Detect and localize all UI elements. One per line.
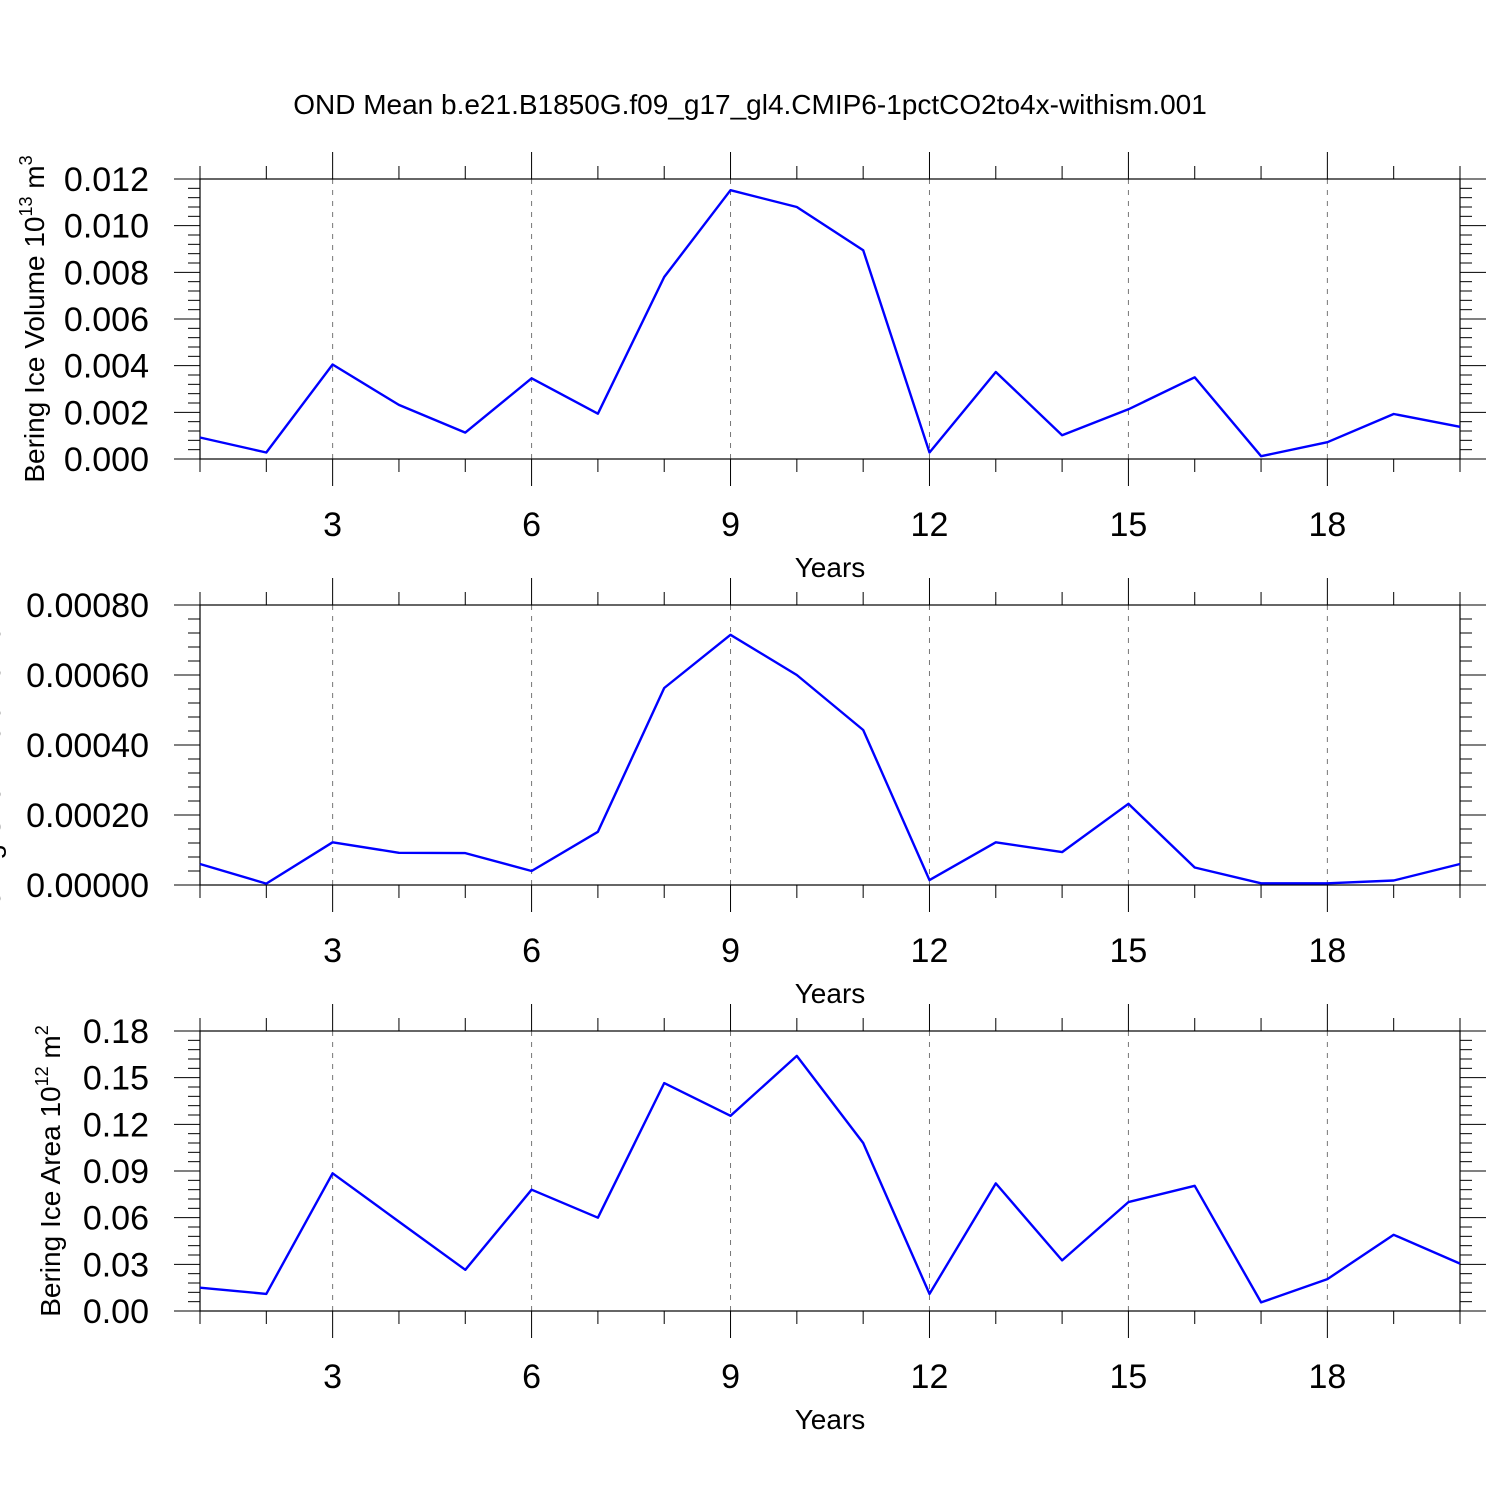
x-axis-label: Years xyxy=(795,978,866,1009)
y-tick-label: 0.012 xyxy=(64,161,149,199)
y-tick-label: 0.00 xyxy=(83,1293,149,1331)
x-tick-label: 15 xyxy=(1110,932,1148,970)
x-tick-label: 15 xyxy=(1110,506,1148,544)
y-tick-label: 0.00020 xyxy=(26,797,149,835)
x-tick-label: 18 xyxy=(1308,1358,1346,1396)
figure-title: OND Mean b.e21.B1850G.f09_g17_gl4.CMIP6-… xyxy=(293,89,1207,120)
y-tick-label: 0.18 xyxy=(83,1013,149,1051)
y-tick-label: 0.006 xyxy=(64,301,149,339)
panels: 3 6 9 12 15 180.0000.0020.0040.0060.0080.0100… xyxy=(0,152,1486,1435)
y-tick-label: 0.000 xyxy=(64,441,149,479)
y-tick-label: 0.00080 xyxy=(26,587,149,625)
x-tick-label: 6 xyxy=(522,1358,541,1396)
y-tick-label: 0.06 xyxy=(83,1200,149,1238)
x-tick-label: 3 xyxy=(323,932,342,970)
data-line xyxy=(199,633,1461,885)
x-tick-label: 18 xyxy=(1308,932,1346,970)
y-tick-label: 0.002 xyxy=(64,394,149,432)
x-tick-label: 12 xyxy=(911,506,949,544)
x-tick-label: 6 xyxy=(522,506,541,544)
plot-frame xyxy=(199,1030,1461,1312)
x-tick-label: 3 xyxy=(323,506,342,544)
chart-panel-3: 3 6 9 12 15 18 0.00 0.03 0.06 0.09 0.12 0.15 0.18 Yea… xyxy=(32,1004,1486,1435)
y-tick-label: 0.03 xyxy=(83,1246,149,1284)
y-tick-label: 0.004 xyxy=(64,348,149,386)
y-tick-label: 0.00060 xyxy=(26,657,149,695)
y-tick-label: 0.010 xyxy=(64,208,149,246)
y-tick-label: 0.00000 xyxy=(26,867,149,905)
x-tick-label: 9 xyxy=(721,1358,740,1396)
chart-panel-2: 3 6 9 12 15 18 0.00000 0.00020 0.00040 0.00060 0.0… xyxy=(0,565,1486,1009)
x-tick-label: 15 xyxy=(1110,1358,1148,1396)
y-axis-label: Bering Ice Area 1012 m2 xyxy=(32,1025,66,1317)
x-tick-label: 12 xyxy=(911,932,949,970)
x-tick-label: 18 xyxy=(1308,506,1346,544)
x-tick-label: 12 xyxy=(911,1358,949,1396)
y-tick-label: 0.00040 xyxy=(26,727,149,765)
chart-panel-1: 3 6 9 12 15 18 0.000 0.002 0.004 0.006 0.008 0.010 0… xyxy=(16,152,1486,583)
data-line xyxy=(199,188,1461,458)
y-tick-label: 0.12 xyxy=(83,1106,149,1144)
y-axis-label: Bering Snow Volume 1013 m3 xyxy=(0,565,6,925)
plot-frame xyxy=(199,178,1461,460)
x-tick-label: 3 xyxy=(323,1358,342,1396)
x-axis-label: Years xyxy=(795,552,866,583)
x-tick-label: 9 xyxy=(721,932,740,970)
plot-frame xyxy=(199,604,1461,886)
x-axis-label: Years xyxy=(795,1404,866,1435)
y-axis-label: Bering Ice Volume 1013 m3 xyxy=(16,155,50,482)
x-tick-label: 9 xyxy=(721,506,740,544)
data-line xyxy=(199,1054,1461,1304)
y-tick-label: 0.008 xyxy=(64,254,149,292)
y-tick-label: 0.09 xyxy=(83,1153,149,1191)
x-tick-label: 6 xyxy=(522,932,541,970)
y-tick-label: 0.15 xyxy=(83,1060,149,1098)
